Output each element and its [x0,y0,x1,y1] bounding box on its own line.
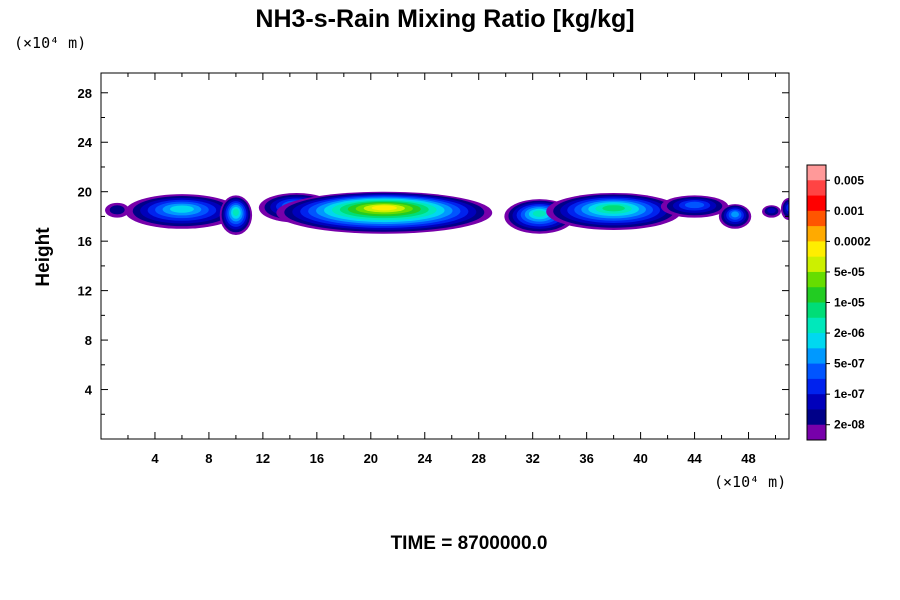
colorbar-label: 1e-07 [834,387,865,401]
colorbar: 0.005 0.001 0.0002 5e-05 1e-05 2e-06 5e-07 1e-0… [806,164,871,441]
colorbar-label: 5e-05 [834,265,865,279]
contour-blob [219,195,253,235]
contour-blob [276,191,493,234]
contour-level [767,207,776,214]
contour-level [602,205,625,212]
colorbar-label: 0.001 [834,204,864,218]
contour-level [170,205,194,213]
colorbar-swatch [807,394,826,410]
contour-field [105,191,789,235]
y-tick-label: 4 [85,383,93,398]
contour-level [109,205,125,215]
y-tick-label: 20 [78,185,92,200]
colorbar-swatch [807,378,826,395]
plot-frame [100,72,790,440]
time-label: TIME = 8700000.0 [391,533,548,554]
x-tick-label: 44 [687,451,702,466]
x-tick-label: 40 [633,451,647,466]
contour-level [684,201,705,209]
colorbar-label: 5e-07 [834,357,865,371]
plot-area [101,73,789,439]
colorbar-swatch [807,363,826,380]
x-tick-label: 16 [310,451,324,466]
colorbar-swatch [807,287,826,303]
colorbar-swatch [807,348,826,365]
colorbar-swatch [807,271,826,288]
chart-title: NH3-s-Rain Mixing Ratio [kg/kg] [255,5,634,33]
contour-blob [718,204,752,229]
colorbar-label: 1e-05 [834,296,865,310]
y-tick-label: 8 [85,333,92,348]
contour-blob [546,192,682,231]
colorbar-swatch [807,180,826,197]
colorbar-swatch [807,226,826,242]
contour-level [232,208,239,217]
x-tick-label: 32 [525,451,539,466]
x-tick-label: 24 [418,451,433,466]
x-tick-label: 8 [205,451,212,466]
x-tick-label: 28 [471,451,485,466]
colorbar-swatch [807,317,826,334]
y-tick-label: 16 [78,234,92,249]
contour-level [786,203,789,212]
x-tick-label: 48 [741,451,755,466]
colorbar-label: 0.005 [834,173,864,187]
x-axis-unit: (×10⁴ m) [714,473,786,491]
y-axis-label: Height [33,227,54,287]
contour-blob [762,205,781,218]
colorbar-label: 0.0002 [834,234,871,248]
colorbar-swatch [807,210,826,227]
y-tick-label: 28 [78,86,92,101]
x-tick-label: 36 [579,451,593,466]
y-tick-label: 12 [78,284,92,299]
colorbar-swatch [807,333,826,349]
colorbar-swatch [807,302,826,319]
contour-blob [125,194,239,229]
colorbar-swatch [807,195,826,212]
colorbar-swatch [807,241,826,258]
y-tick-label: 24 [78,135,93,150]
colorbar-label: 2e-06 [834,326,865,340]
contour-blob [780,197,789,221]
colorbar-swatch [807,165,826,181]
colorbar-label: 2e-08 [834,418,865,432]
contour-blob [105,202,130,218]
x-tick-label: 20 [364,451,378,466]
colorbar-swatch [807,256,826,273]
contour-level [371,205,397,211]
contour-blob [660,195,729,218]
y-axis-unit: (×10⁴ m) [14,34,86,52]
x-tick-label: 12 [256,451,270,466]
colorbar-swatch [807,424,826,441]
x-tick-label: 4 [151,451,159,466]
contour-level [532,210,546,217]
colorbar-swatch [807,409,826,426]
contour-level [731,211,739,218]
